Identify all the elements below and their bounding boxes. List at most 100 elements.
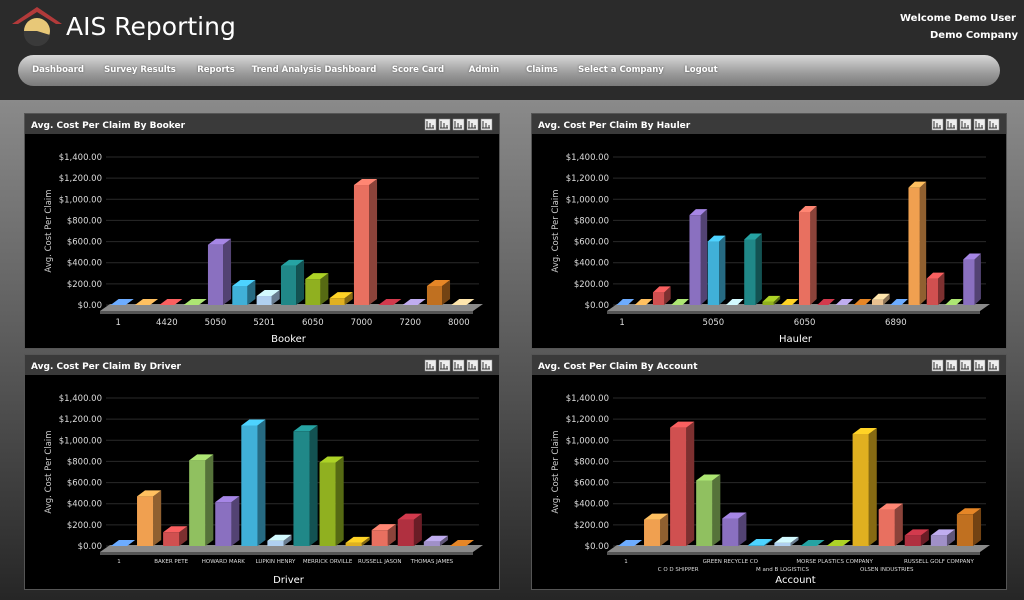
bar-top (644, 513, 669, 520)
bar-top (353, 179, 378, 186)
title-bar (532, 355, 1006, 375)
bar (305, 279, 321, 305)
bar (644, 519, 661, 546)
bar-top (774, 536, 799, 543)
nav-item[interactable]: Logout (684, 65, 718, 75)
bar (267, 540, 284, 546)
nav-item[interactable]: Select a Company (578, 65, 664, 75)
nav-item[interactable]: Survey Results (104, 65, 176, 75)
bar-side (712, 474, 721, 546)
nav-item[interactable]: Admin (468, 65, 500, 75)
y-tick-label: $1,000.00 (59, 436, 102, 446)
bar (748, 544, 765, 546)
chart-floor-edge (607, 311, 980, 314)
button-icon (454, 121, 462, 129)
bar-side (223, 238, 232, 305)
bar (878, 509, 895, 546)
bar (215, 502, 232, 546)
bar-top (402, 299, 426, 305)
y-tick-label: $0.00 (78, 301, 102, 311)
bar-top (904, 529, 929, 536)
bar-top (634, 299, 653, 305)
bar (762, 301, 774, 305)
chart-panel: Avg. Cost Per Claim By Account $0.00 $200.… (531, 354, 1007, 590)
chart: Avg. Cost Per Claim By Account $0.00 $200.… (532, 355, 1006, 586)
bar-top (110, 299, 134, 305)
bar-side (973, 508, 982, 546)
button-icon (947, 121, 955, 129)
chart-panel: Avg. Cost Per Claim By Hauler $0.00 $200.0… (531, 113, 1007, 349)
bar (926, 278, 939, 305)
x-axis-label: Account (775, 575, 815, 586)
nav-item[interactable]: Score Card (391, 65, 445, 75)
bar-top (241, 419, 266, 426)
bar-side (700, 209, 708, 305)
header: AIS Reporting Welcome Demo User Demo Com… (0, 0, 1024, 100)
logo (12, 7, 62, 46)
bar-top (652, 286, 671, 293)
bar (956, 514, 974, 546)
bar-side (231, 496, 240, 546)
bar-top (798, 205, 817, 212)
x-tick-label: C O D SHIPPER (658, 567, 699, 573)
y-tick-label: $1,400.00 (566, 394, 609, 404)
bar-top (267, 534, 292, 541)
x-tick-label: 1 (115, 318, 120, 328)
x-tick-label: 1 (619, 318, 624, 328)
bar (232, 285, 248, 305)
bar-top (183, 299, 207, 305)
nav-item[interactable]: Claims (526, 65, 558, 75)
bar-side (320, 273, 329, 305)
bar (137, 496, 154, 546)
y-tick-label: $200.00 (67, 280, 102, 290)
bar-side (247, 279, 256, 305)
title-bar (25, 114, 499, 134)
bar-top (800, 540, 825, 546)
y-tick-label: $400.00 (574, 500, 609, 510)
y-tick-label: $0.00 (78, 542, 102, 552)
bar-top (871, 293, 890, 300)
x-tick-label: THOMAS JAMES (410, 559, 454, 565)
bar-side (894, 503, 903, 546)
bar (652, 292, 665, 305)
nav-item[interactable]: Reports (197, 65, 235, 75)
chart-title: Avg. Cost Per Claim By Account (538, 362, 698, 372)
bar-top (397, 513, 422, 520)
x-tick-label: 7000 (351, 318, 373, 328)
x-tick-label: BAKER PETE (154, 559, 188, 565)
y-tick-label: $1,200.00 (59, 415, 102, 425)
bar (852, 433, 869, 546)
chart-floor (607, 545, 990, 552)
bar-side (755, 233, 762, 305)
bar (871, 299, 884, 305)
bar-top (378, 299, 402, 305)
bar-side (387, 524, 396, 546)
bar-top (826, 540, 851, 546)
y-tick-label: $400.00 (67, 500, 102, 510)
button-icon (454, 362, 462, 370)
bar-top (762, 295, 781, 302)
bar (774, 542, 791, 546)
x-tick-label: 5201 (253, 318, 275, 328)
app-title: AIS Reporting (66, 12, 236, 41)
y-tick-label: $200.00 (574, 280, 609, 290)
bar-side (309, 425, 318, 546)
bar-side (738, 512, 747, 546)
y-tick-label: $1,200.00 (566, 415, 609, 425)
bar (426, 285, 443, 305)
button-icon (426, 362, 434, 370)
bar-side (413, 513, 422, 546)
bar-top (671, 299, 689, 305)
bar-top (137, 490, 162, 497)
y-tick-label: $1,000.00 (566, 436, 609, 446)
bar-top (189, 454, 214, 461)
company-name: Demo Company (930, 30, 1019, 41)
nav-item[interactable]: Dashboard (32, 65, 84, 75)
bar (904, 535, 921, 546)
chart-floor-edge (100, 311, 473, 314)
nav-item[interactable]: Trend Analysis Dashboard (251, 65, 377, 75)
bar (963, 259, 975, 305)
bar-top (616, 299, 635, 305)
bar-top (852, 427, 877, 434)
bar-top (215, 496, 240, 503)
